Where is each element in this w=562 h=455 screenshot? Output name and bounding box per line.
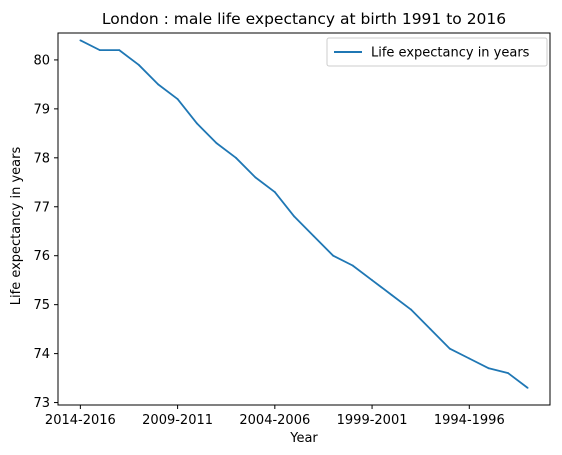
data-point [410,308,412,311]
legend-label: Life expectancy in years [371,46,530,61]
data-point [429,328,432,331]
data-point [332,254,335,257]
series-line [79,39,529,389]
data-point [448,347,451,350]
data-point [254,176,257,179]
y-tick-label: 73 [33,396,50,411]
data-point [235,156,237,159]
chart-title: London : male life expectancy at birth 1… [102,10,506,28]
legend: Life expectancy in years [326,37,548,67]
data-point [487,367,490,370]
data-point [507,372,510,375]
data-point [273,191,276,193]
plot-area [57,32,551,406]
y-tick-label: 77 [33,200,50,215]
y-tick-label: 78 [33,151,50,166]
y-axis-label: Life expectancy in years [9,147,24,306]
x-tick-label: 2009-2011 [142,413,213,428]
data-point [390,293,393,296]
y-tick-label: 76 [33,249,50,264]
data-point [526,386,529,389]
data-point [351,264,354,267]
data-point [312,235,315,238]
y-tick-label: 79 [33,102,50,117]
x-tick-label: 1999-2001 [337,413,408,428]
data-point [98,49,101,52]
x-tick-label: 2004-2006 [239,413,310,428]
legend-box [326,37,548,67]
y-tick-label: 80 [33,53,50,68]
data-point [157,83,160,86]
x-axis-label: Year [289,431,318,446]
data-point [137,63,140,66]
x-axis: 2014-2016 2009-2011 2004-2006 1999-2001 1994… [45,405,505,428]
data-point [468,357,471,360]
data-point [215,142,218,145]
data-point [118,49,121,52]
data-point [371,279,373,282]
data-point [293,215,296,218]
y-axis: 73 74 75 76 77 78 79 80 [33,53,58,411]
data-point [176,98,179,100]
data-point [196,122,198,125]
x-tick-label: 2014-2016 [45,413,116,428]
y-tick-label: 74 [33,347,50,362]
data-point [79,39,82,42]
x-tick-label: 1994-1996 [434,413,505,428]
y-tick-label: 75 [33,298,50,313]
plot-border [57,32,551,406]
series-layer [79,39,529,389]
